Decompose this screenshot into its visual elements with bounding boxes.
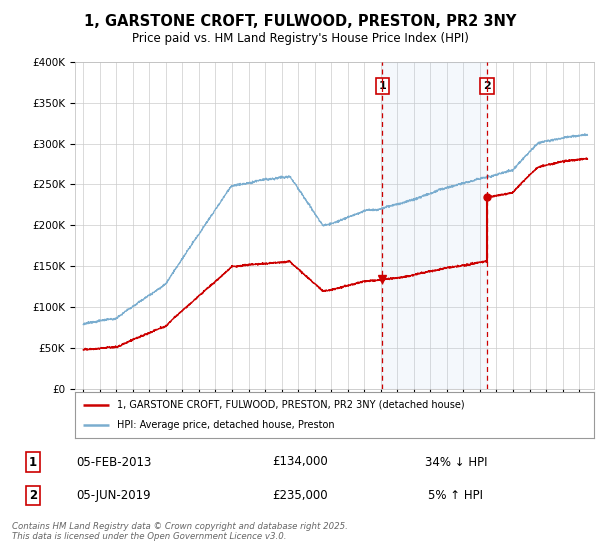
Text: £134,000: £134,000 — [272, 455, 328, 469]
Text: 05-FEB-2013: 05-FEB-2013 — [76, 455, 152, 469]
Text: 05-JUN-2019: 05-JUN-2019 — [77, 489, 151, 502]
Text: Price paid vs. HM Land Registry's House Price Index (HPI): Price paid vs. HM Land Registry's House … — [131, 32, 469, 45]
Text: £235,000: £235,000 — [272, 489, 328, 502]
Text: 2: 2 — [29, 489, 37, 502]
Bar — [382, 62, 487, 389]
Text: 1, GARSTONE CROFT, FULWOOD, PRESTON, PR2 3NY (detached house): 1, GARSTONE CROFT, FULWOOD, PRESTON, PR2… — [116, 400, 464, 410]
Text: 5% ↑ HPI: 5% ↑ HPI — [428, 489, 484, 502]
Text: 1, GARSTONE CROFT, FULWOOD, PRESTON, PR2 3NY: 1, GARSTONE CROFT, FULWOOD, PRESTON, PR2… — [84, 14, 516, 29]
Text: HPI: Average price, detached house, Preston: HPI: Average price, detached house, Pres… — [116, 420, 334, 430]
Text: 2: 2 — [483, 81, 491, 91]
Text: 34% ↓ HPI: 34% ↓ HPI — [425, 455, 487, 469]
Text: Contains HM Land Registry data © Crown copyright and database right 2025.
This d: Contains HM Land Registry data © Crown c… — [12, 522, 348, 542]
Text: 1: 1 — [379, 81, 386, 91]
Text: 1: 1 — [29, 455, 37, 469]
